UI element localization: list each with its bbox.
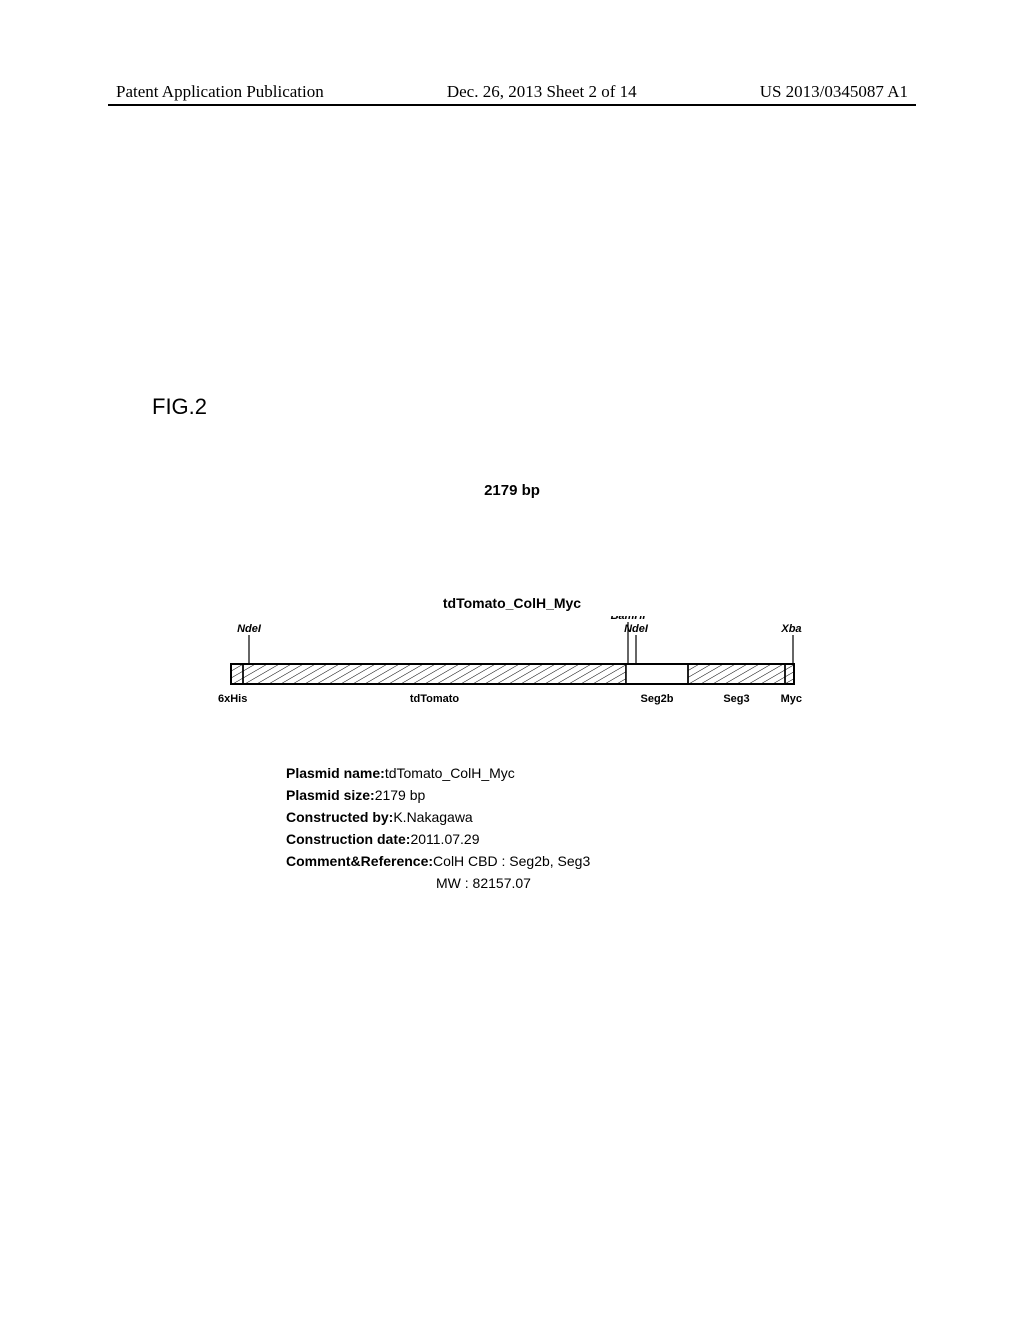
svg-text:Myc: Myc: [781, 693, 802, 705]
page: Patent Application Publication Dec. 26, …: [0, 0, 1024, 1320]
figure-label: FIG.2: [152, 394, 207, 420]
svg-text:BamHI: BamHI: [611, 616, 647, 622]
bp-label: 2179 bp: [0, 482, 1024, 499]
svg-text:Seg3: Seg3: [723, 693, 749, 705]
header-left: Patent Application Publication: [116, 82, 324, 102]
meta-construction-date: Construction date:2011.07.29: [286, 828, 590, 850]
svg-text:6xHis: 6xHis: [218, 693, 247, 705]
svg-text:tdTomato: tdTomato: [410, 693, 460, 705]
meta-comment: Comment&Reference:ColH CBD : Seg2b, Seg3: [286, 850, 590, 872]
svg-text:Seg2b: Seg2b: [640, 693, 673, 705]
diagram-svg: NdeIBamHINdeIXbaI6xHistdTomatoSeg2bSeg3M…: [218, 616, 802, 736]
page-header: Patent Application Publication Dec. 26, …: [116, 82, 908, 102]
header-rule: [108, 104, 916, 106]
meta-mw: MW : 82157.07: [286, 872, 590, 894]
meta-plasmid-size: Plasmid size:2179 bp: [286, 784, 590, 806]
svg-text:NdeI: NdeI: [624, 623, 649, 635]
svg-text:XbaI: XbaI: [780, 623, 802, 635]
meta-plasmid-name: Plasmid name:tdTomato_ColH_Myc: [286, 762, 590, 784]
svg-text:NdeI: NdeI: [237, 623, 262, 635]
header-mid: Dec. 26, 2013 Sheet 2 of 14: [447, 82, 637, 102]
meta-constructed-by: Constructed by:K.Nakagawa: [286, 806, 590, 828]
header-right: US 2013/0345087 A1: [760, 82, 908, 102]
metadata-block: Plasmid name:tdTomato_ColH_Myc Plasmid s…: [286, 762, 590, 894]
diagram-title: tdTomato_ColH_Myc: [0, 595, 1024, 611]
plasmid-diagram: NdeIBamHINdeIXbaI6xHistdTomatoSeg2bSeg3M…: [218, 616, 802, 736]
